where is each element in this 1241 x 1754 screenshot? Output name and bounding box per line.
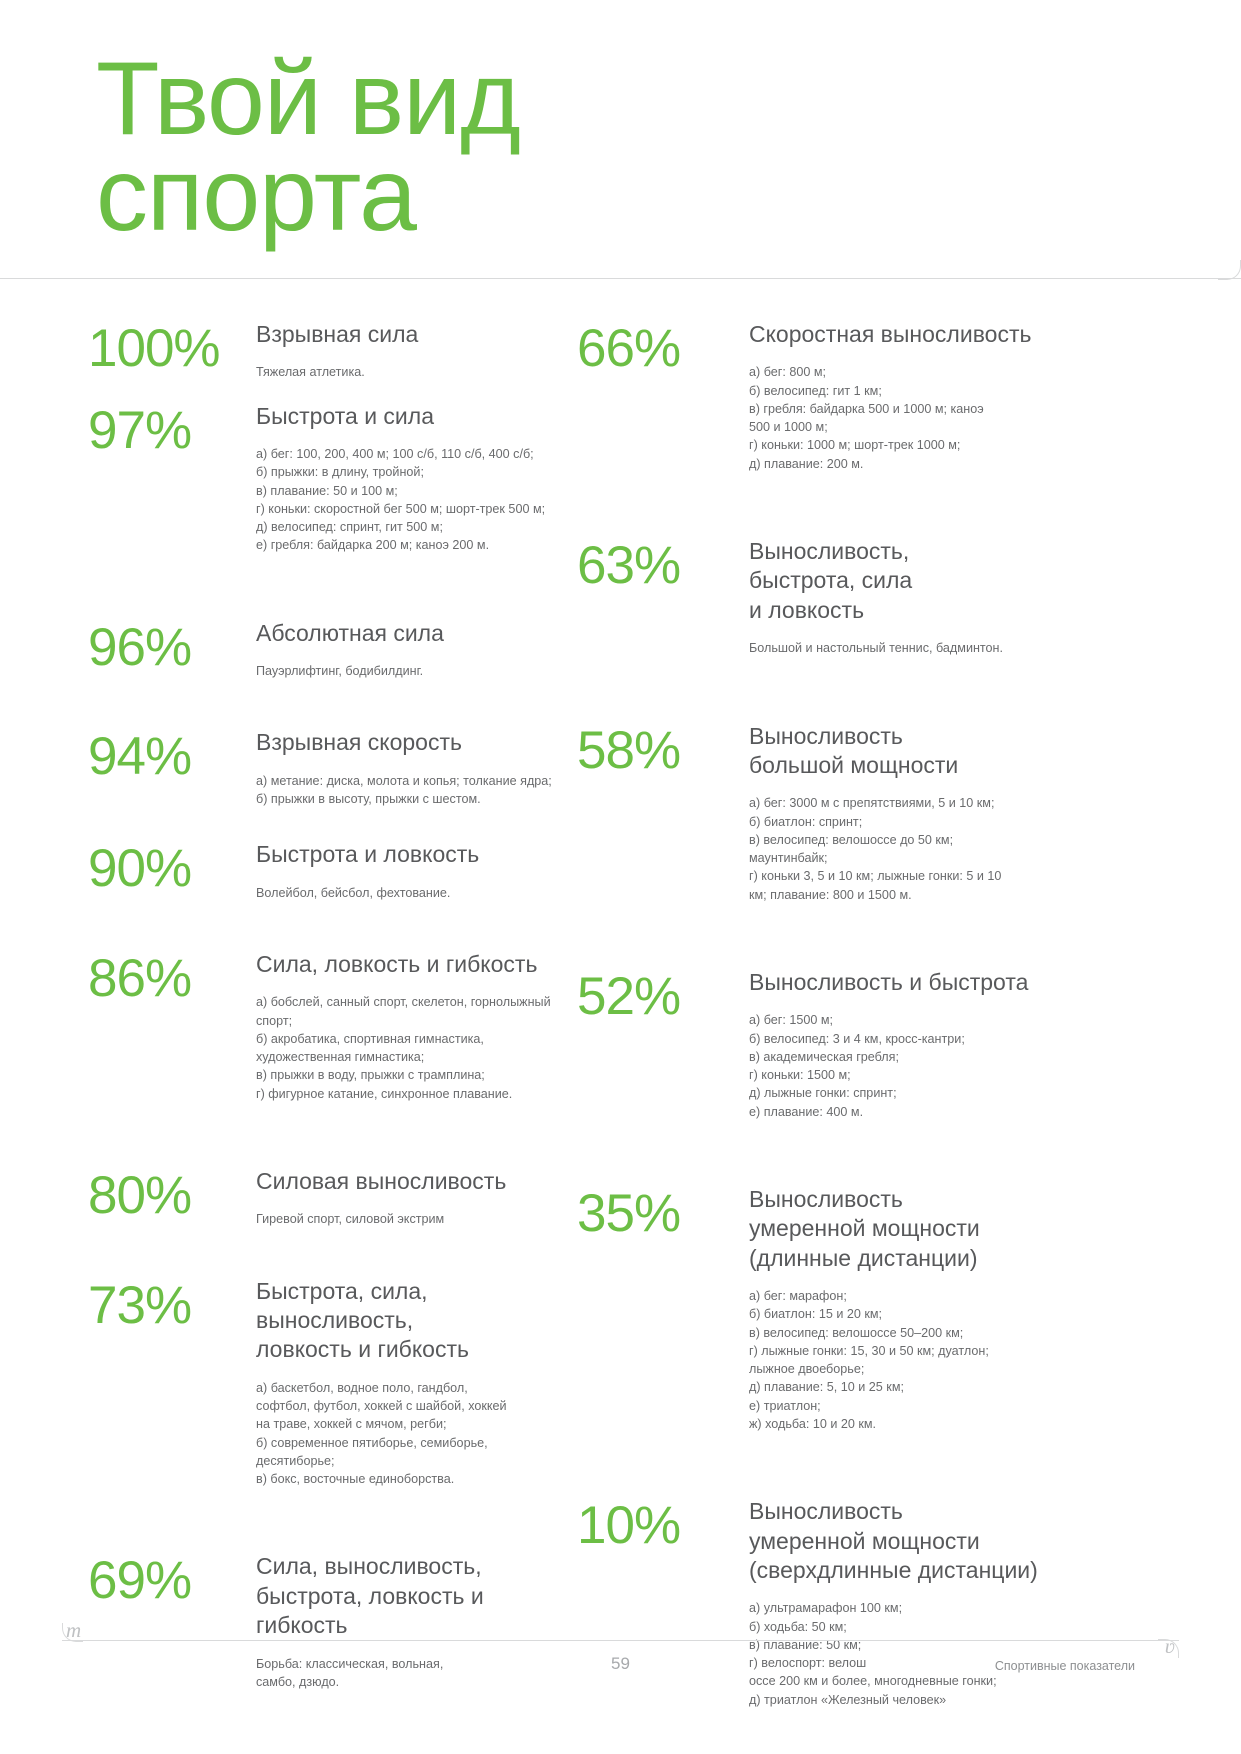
item-description: а) бег: марафон; б) биатлон: 15 и 20 км;… bbox=[749, 1289, 989, 1431]
item-body: Выносливость, быстрота, сила и ловкость … bbox=[749, 535, 1241, 658]
header-divider bbox=[0, 260, 1241, 280]
list-item: 35% Выносливость умеренной мощности (дли… bbox=[577, 1183, 1241, 1433]
item-title: Выносливость и быстрота bbox=[749, 968, 1029, 995]
item-body: Быстрота и сила а) бег: 100, 200, 400 м;… bbox=[256, 400, 565, 555]
item-body: Взрывная сила Тяжелая атлетика. bbox=[256, 318, 565, 382]
page-number: 59 bbox=[611, 1654, 630, 1673]
percent-value: 94% bbox=[88, 727, 192, 787]
list-item: 58% Выносливость большой мощности а) бег… bbox=[577, 720, 1241, 904]
item-title: Абсолютная сила bbox=[256, 619, 444, 646]
list-item: 80% Силовая выносливость Гиревой спорт, … bbox=[88, 1165, 565, 1229]
item-description: а) бег: 3000 м с препятствиями, 5 и 10 к… bbox=[749, 796, 1002, 902]
item-description: а) бег: 800 м; б) велосипед: гит 1 км; в… bbox=[749, 365, 984, 471]
item-body: Выносливость и быстрота а) бег: 1500 м; … bbox=[749, 966, 1241, 1121]
list-item: 86% Сила, ловкость и гибкость а) бобслей… bbox=[88, 948, 565, 1103]
item-title: Выносливость умеренной мощности (длинные… bbox=[749, 1185, 980, 1271]
item-description: Гиревой спорт, силовой экстрим bbox=[256, 1212, 445, 1227]
percent-value: 86% bbox=[88, 948, 192, 1008]
list-item: 63% Выносливость, быстрота, сила и ловко… bbox=[577, 535, 1241, 658]
item-description: Борьба: классическая, вольная, самбо, дз… bbox=[256, 1656, 444, 1689]
page-header: Твой вид спорта bbox=[0, 0, 1241, 247]
item-body: Силовая выносливость Гиревой спорт, сило… bbox=[256, 1165, 565, 1229]
item-description: Тяжелая атлетика. bbox=[256, 365, 365, 380]
list-item: 96% Абсолютная сила Пауэрлифтинг, бодиби… bbox=[88, 617, 565, 681]
item-title: Сила, ловкость и гибкость bbox=[256, 950, 538, 977]
flourish-left-icon: m bbox=[66, 1618, 82, 1642]
item-description: Волейбол, бейсбол, фехтование. bbox=[256, 885, 451, 900]
right-column: 66% Скоростная выносливость а) бег: 800 … bbox=[565, 318, 1241, 1727]
item-title: Силовая выносливость bbox=[256, 1167, 507, 1194]
list-item: 90% Быстрота и ловкость Волейбол, бейсбо… bbox=[88, 838, 565, 902]
item-title: Выносливость умеренной мощности (сверхдл… bbox=[749, 1498, 1038, 1583]
list-item: 73% Быстрота, сила, выносливость, ловкос… bbox=[88, 1275, 565, 1489]
item-description: а) бег: 100, 200, 400 м; 100 с/б, 110 с/… bbox=[256, 447, 546, 553]
item-description: Большой и настольный теннис, бадминтон. bbox=[749, 641, 1004, 656]
page-footer: m ʋ 59 Спортивные показатели bbox=[0, 1618, 1241, 1700]
percent-value: 58% bbox=[577, 720, 681, 780]
list-item: 97% Быстрота и сила а) бег: 100, 200, 40… bbox=[88, 400, 565, 555]
percent-value: 73% bbox=[88, 1275, 192, 1335]
item-body: Быстрота и ловкость Волейбол, бейсбол, ф… bbox=[256, 838, 565, 902]
item-description: а) бобслей, санный спорт, скелетон, горн… bbox=[256, 995, 551, 1101]
percent-value: 100% bbox=[88, 319, 221, 378]
percent-value: 90% bbox=[88, 839, 192, 899]
list-item: 94% Взрывная скорость а) метание: диска,… bbox=[88, 726, 565, 808]
item-body: Абсолютная сила Пауэрлифтинг, бодибилдин… bbox=[256, 617, 565, 681]
item-description: Пауэрлифтинг, бодибилдинг. bbox=[256, 664, 424, 679]
percent-value: 52% bbox=[577, 966, 681, 1026]
footer-caption: Спортивные показатели bbox=[994, 1659, 1135, 1673]
left-column: 100% Взрывная сила Тяжелая атлетика. 97%… bbox=[0, 318, 565, 1709]
percent-value: 69% bbox=[88, 1551, 192, 1611]
item-title: Быстрота, сила, выносливость, ловкость и… bbox=[256, 1277, 469, 1363]
item-body: Скоростная выносливость а) бег: 800 м; б… bbox=[749, 318, 1241, 473]
item-description: а) ультрамарафон 100 км; б) ходьба: 50 к… bbox=[749, 1601, 997, 1707]
item-body: Взрывная скорость а) метание: диска, мол… bbox=[256, 726, 565, 808]
flourish-right-icon: ʋ bbox=[1164, 1634, 1175, 1658]
item-title: Быстрота и ловкость bbox=[256, 841, 480, 868]
item-body: Сила, ловкость и гибкость а) бобслей, са… bbox=[256, 948, 565, 1103]
item-description: а) баскетбол, водное поло, гандбол, софт… bbox=[256, 1380, 507, 1487]
percent-value: 10% bbox=[577, 1496, 681, 1556]
item-body: Выносливость умеренной мощности (длинные… bbox=[749, 1183, 1241, 1433]
list-item: 10% Выносливость умеренной мощности (све… bbox=[577, 1495, 1241, 1709]
content-columns: 100% Взрывная сила Тяжелая атлетика. 97%… bbox=[0, 318, 1241, 1727]
list-item: 69% Сила, выносливость, быстрота, ловкос… bbox=[88, 1550, 565, 1691]
percent-value: 97% bbox=[88, 400, 192, 460]
item-title: Сила, выносливость, быстрота, ловкость и… bbox=[256, 1553, 484, 1639]
item-body: Быстрота, сила, выносливость, ловкость и… bbox=[256, 1275, 565, 1489]
item-description: а) метание: диска, молота и копья; толка… bbox=[256, 773, 552, 806]
percent-value: 96% bbox=[88, 617, 192, 677]
list-item: 66% Скоростная выносливость а) бег: 800 … bbox=[577, 318, 1241, 473]
page-title: Твой вид спорта bbox=[96, 41, 521, 253]
list-item: 100% Взрывная сила Тяжелая атлетика. bbox=[88, 318, 565, 382]
item-title: Скоростная выносливость bbox=[749, 321, 1032, 347]
item-title: Быстрота и сила bbox=[256, 402, 434, 429]
footer-divider bbox=[62, 1623, 1179, 1642]
percent-value: 35% bbox=[577, 1183, 681, 1243]
item-title: Выносливость большой мощности bbox=[749, 722, 959, 778]
item-title: Выносливость, быстрота, сила и ловкость bbox=[749, 537, 913, 623]
item-body: Выносливость большой мощности а) бег: 30… bbox=[749, 720, 1241, 904]
percent-value: 66% bbox=[577, 319, 681, 378]
percent-value: 63% bbox=[577, 535, 681, 595]
percent-value: 80% bbox=[88, 1165, 192, 1225]
item-title: Взрывная скорость bbox=[256, 729, 462, 756]
list-item: 52% Выносливость и быстрота а) бег: 1500… bbox=[577, 966, 1241, 1121]
item-body: Выносливость умеренной мощности (сверхдл… bbox=[749, 1495, 1241, 1709]
item-description: а) бег: 1500 м; б) велосипед: 3 и 4 км, … bbox=[749, 1013, 965, 1119]
item-title: Взрывная сила bbox=[256, 321, 419, 347]
item-body: Сила, выносливость, быстрота, ловкость и… bbox=[256, 1550, 565, 1691]
